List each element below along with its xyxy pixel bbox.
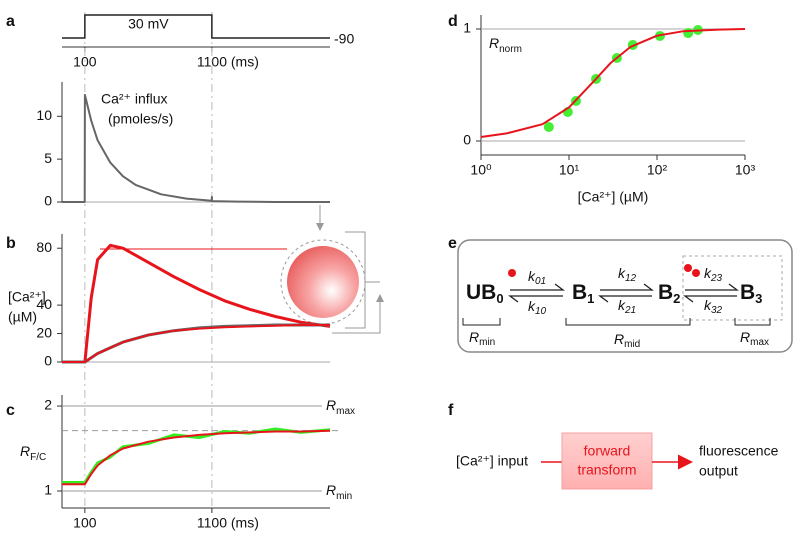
sphere-diagram (280, 205, 384, 334)
flow-output: fluorescence (699, 443, 779, 459)
x-tick-label: 10⁰ (470, 162, 492, 178)
flow-input: [Ca²⁺] input (456, 453, 528, 469)
y-tick-label: 5 (44, 150, 52, 166)
voltage-step (62, 14, 330, 39)
x-tick-label: 10² (647, 162, 668, 178)
holding-label: -90 (334, 31, 354, 47)
ref-label-main: R (326, 397, 336, 413)
line (62, 243, 331, 364)
rate: k23 (704, 265, 723, 284)
y-tick-label: 10 (36, 107, 52, 123)
line (62, 324, 330, 363)
annotation-main: R (489, 35, 499, 51)
x-tick-label: 1100 (ms) (197, 515, 259, 531)
panel-label: a (6, 13, 15, 30)
y-axis-label: RF/C (20, 443, 46, 463)
group-label: Rmin (469, 329, 495, 348)
annotation: Rnorm (489, 35, 522, 55)
flow-transform: forward (584, 443, 631, 459)
point (543, 122, 554, 132)
ref-label-sub: max (336, 406, 355, 417)
rate: k10 (528, 298, 547, 317)
y-tick-label: 40 (36, 296, 52, 312)
line (62, 323, 330, 364)
rate: k12 (618, 265, 637, 284)
kinetic-scheme: UB0 B1 B2 B3 k01 k10 k12 k21 k23 k32 Rmi… (457, 239, 793, 353)
y-axis-label: (µM) (8, 309, 37, 325)
panel-label: e (448, 235, 457, 252)
y-tick-label: 20 (36, 324, 52, 340)
state: B2 (658, 281, 680, 307)
ref-label: Rmin (326, 482, 352, 502)
annotation-sub: norm (499, 44, 522, 55)
ref-label-main: R (326, 482, 336, 498)
group-label: Rmid (614, 331, 640, 350)
annotation: (pmoles/s) (108, 111, 173, 127)
rate: k32 (704, 297, 723, 316)
line (62, 93, 330, 203)
y-tick-label: 1 (44, 482, 52, 498)
point (683, 28, 694, 39)
y-tick-label: 1 (463, 20, 471, 36)
step-label: 30 mV (128, 16, 169, 32)
panel-label: c (6, 402, 15, 419)
group-label: Rmax (740, 329, 769, 348)
line (480, 28, 746, 138)
rate: k21 (618, 297, 636, 316)
y-axis-label: [Ca²⁺] (8, 289, 46, 305)
panel-label: b (6, 235, 16, 252)
annotation: Ca²⁺ influx (101, 91, 168, 107)
x-tick-label: 1100 (ms) (197, 54, 259, 70)
ref-label: Rmax (326, 397, 355, 417)
flow-transform: transform (577, 462, 636, 478)
x-tick-label: 10³ (735, 162, 756, 178)
y-axis-label-main: R (20, 443, 30, 459)
y-axis-label-sub: F/C (30, 452, 46, 463)
line (62, 429, 331, 486)
state: UB0 (466, 281, 504, 307)
ref-label-sub: min (336, 491, 352, 502)
rate: k01 (528, 268, 546, 287)
line (62, 427, 331, 484)
flow-diagram: [Ca²⁺] input forward transform fluoresce… (456, 432, 779, 490)
state: B1 (572, 281, 594, 307)
y-tick-label: 0 (463, 132, 471, 148)
y-tick-label: 0 (44, 353, 52, 369)
panel-label: f (448, 402, 454, 419)
flow-output: output (699, 463, 738, 479)
x-tick-label: 10¹ (559, 162, 580, 178)
y-tick-label: 2 (44, 397, 52, 413)
panel-label: d (448, 13, 458, 30)
x-tick-label: 100 (73, 515, 97, 531)
x-axis-label: [Ca²⁺] (µM) (578, 189, 649, 205)
y-tick-label: 80 (36, 239, 52, 255)
state: B3 (740, 281, 762, 307)
y-tick-label: 0 (44, 193, 52, 209)
